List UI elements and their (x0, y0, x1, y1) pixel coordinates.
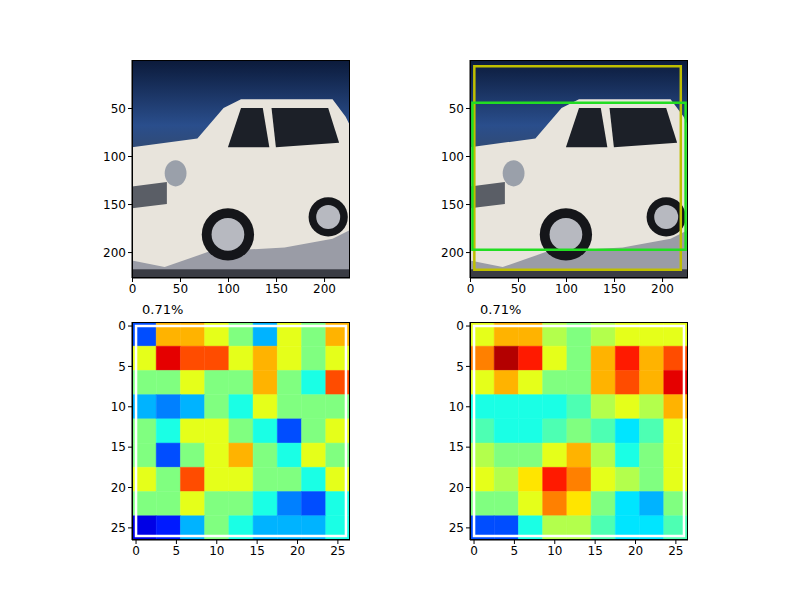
svg-text:15: 15 (588, 544, 603, 558)
svg-text:0: 0 (132, 544, 140, 558)
svg-text:200: 200 (313, 282, 336, 296)
svg-text:10: 10 (111, 400, 126, 414)
svg-text:10: 10 (449, 400, 464, 414)
svg-text:5: 5 (173, 544, 181, 558)
svg-text:200: 200 (651, 282, 674, 296)
svg-text:15: 15 (111, 440, 126, 454)
svg-text:20: 20 (111, 481, 126, 495)
svg-text:50: 50 (111, 102, 126, 116)
svg-text:0: 0 (129, 282, 137, 296)
svg-text:200: 200 (441, 246, 464, 260)
svg-text:5: 5 (511, 544, 519, 558)
svg-text:50: 50 (173, 282, 188, 296)
svg-text:0: 0 (467, 282, 475, 296)
svg-text:150: 150 (603, 282, 626, 296)
svg-text:200: 200 (103, 246, 126, 260)
html-text:0.71%: 0.71% (142, 302, 184, 317)
svg-text:25: 25 (330, 544, 345, 558)
svg-text:5: 5 (118, 360, 126, 374)
html-text:0.71%: 0.71% (480, 302, 522, 317)
svg-text:20: 20 (628, 544, 643, 558)
svg-text:0: 0 (456, 319, 464, 333)
svg-text:0: 0 (118, 319, 126, 333)
svg-text:100: 100 (555, 282, 578, 296)
svg-text:0: 0 (470, 544, 478, 558)
svg-text:150: 150 (265, 282, 288, 296)
svg-text:15: 15 (250, 544, 265, 558)
svg-text:10: 10 (547, 544, 562, 558)
svg-text:15: 15 (449, 440, 464, 454)
svg-text:100: 100 (217, 282, 240, 296)
svg-text:100: 100 (441, 150, 464, 164)
svg-text:5: 5 (456, 360, 464, 374)
svg-text:50: 50 (449, 102, 464, 116)
svg-text:25: 25 (449, 521, 464, 535)
svg-text:150: 150 (103, 198, 126, 212)
svg-text:20: 20 (290, 544, 305, 558)
svg-text:25: 25 (668, 544, 683, 558)
svg-text:150: 150 (441, 198, 464, 212)
svg-text:10: 10 (209, 544, 224, 558)
svg-text:20: 20 (449, 481, 464, 495)
svg-text:50: 50 (511, 282, 526, 296)
svg-text:25: 25 (111, 521, 126, 535)
svg-text:100: 100 (103, 150, 126, 164)
